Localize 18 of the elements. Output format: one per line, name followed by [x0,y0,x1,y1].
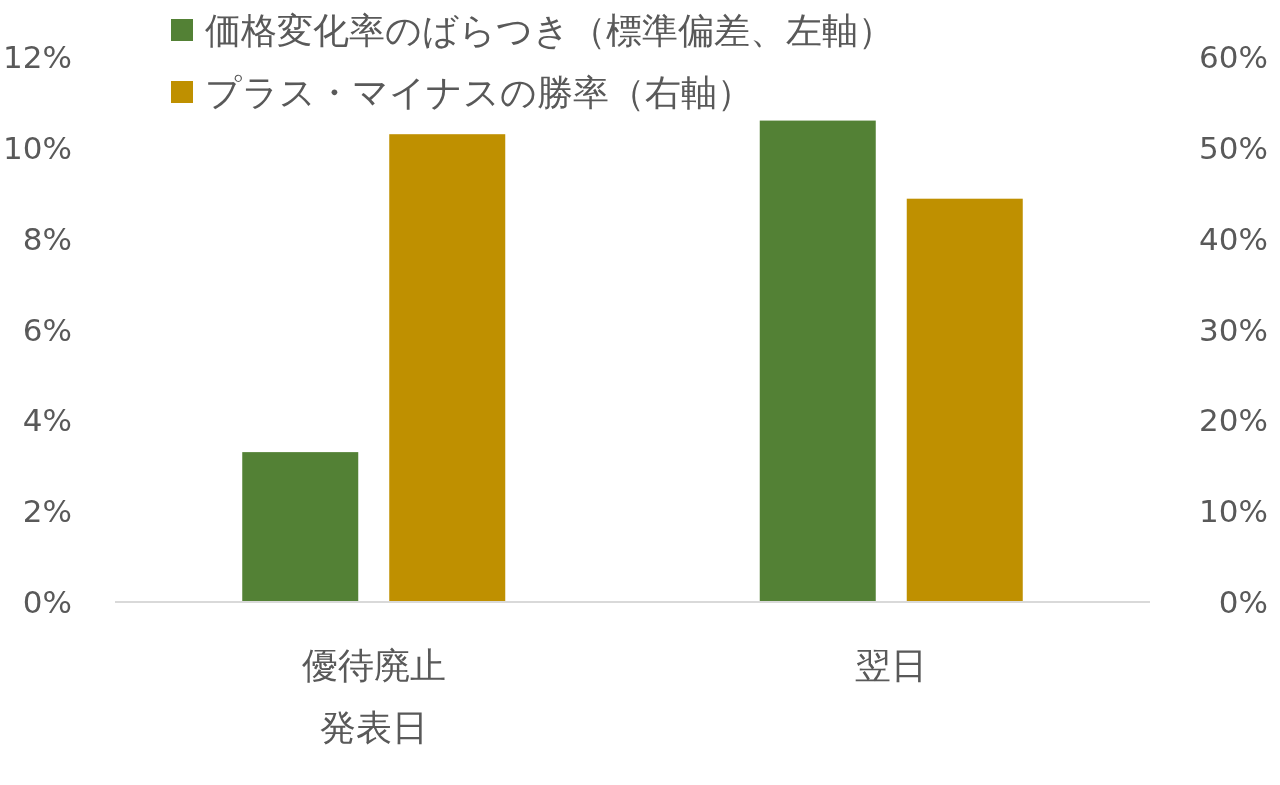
y2-tick-label: 50% [1199,129,1268,166]
y2-tick-label: 10% [1199,493,1268,530]
y-tick-label: 10% [3,129,72,166]
y2-tick-label: 30% [1199,311,1268,348]
legend-label: 価格変化率のばらつき（標準偏差、左軸） [205,10,894,51]
y2-tick-label: 20% [1199,402,1268,439]
x-tick-label: 優待廃止発表日 [301,645,446,748]
y-tick-label: 4% [22,402,72,439]
y2-tick-label: 40% [1199,220,1268,257]
legend-label: プラス・マイナスの勝率（右軸） [205,72,753,113]
y-tick-label: 2% [22,493,72,530]
y2-tick-label: 60% [1199,39,1268,75]
y-tick-label: 8% [22,220,72,257]
x-tick-label: 翌日 [855,645,928,686]
y-tick-label: 0% [22,584,72,620]
y-tick-label: 6% [22,311,72,348]
y2-tick-label: 0% [1218,584,1268,620]
y-tick-label: 12% [3,39,72,75]
